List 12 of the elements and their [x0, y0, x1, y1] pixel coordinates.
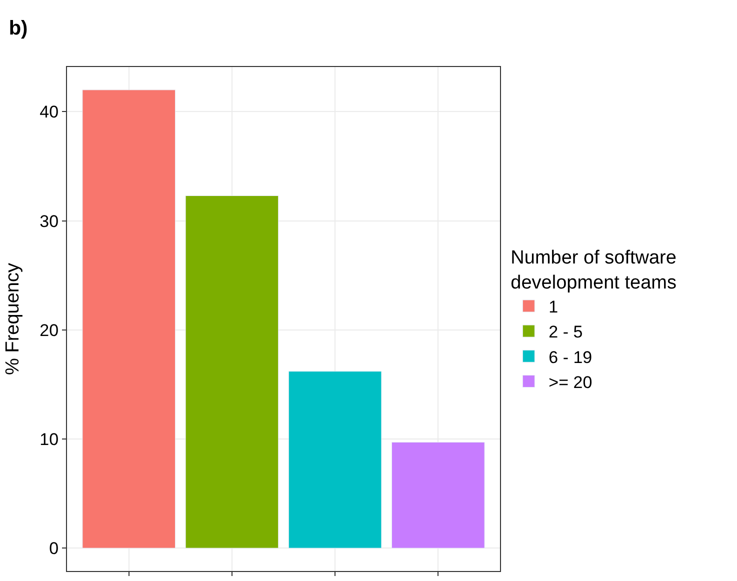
- legend-title: Number of software development teams: [510, 248, 676, 294]
- y-tick-label: 10: [40, 430, 59, 449]
- legend-label: >= 20: [548, 372, 592, 392]
- chart-title: b): [8, 17, 28, 40]
- y-tick-label: 20: [40, 320, 59, 340]
- y-tick-label: 0: [49, 539, 59, 558]
- y-tick-label: 30: [40, 212, 59, 231]
- legend-label: 1: [548, 298, 558, 317]
- legend-label: 6 - 19: [548, 348, 592, 367]
- y-axis-title: % Frequency: [2, 262, 24, 375]
- legend-label: 2 - 5: [548, 322, 583, 342]
- y-tick-label: 40: [40, 102, 59, 122]
